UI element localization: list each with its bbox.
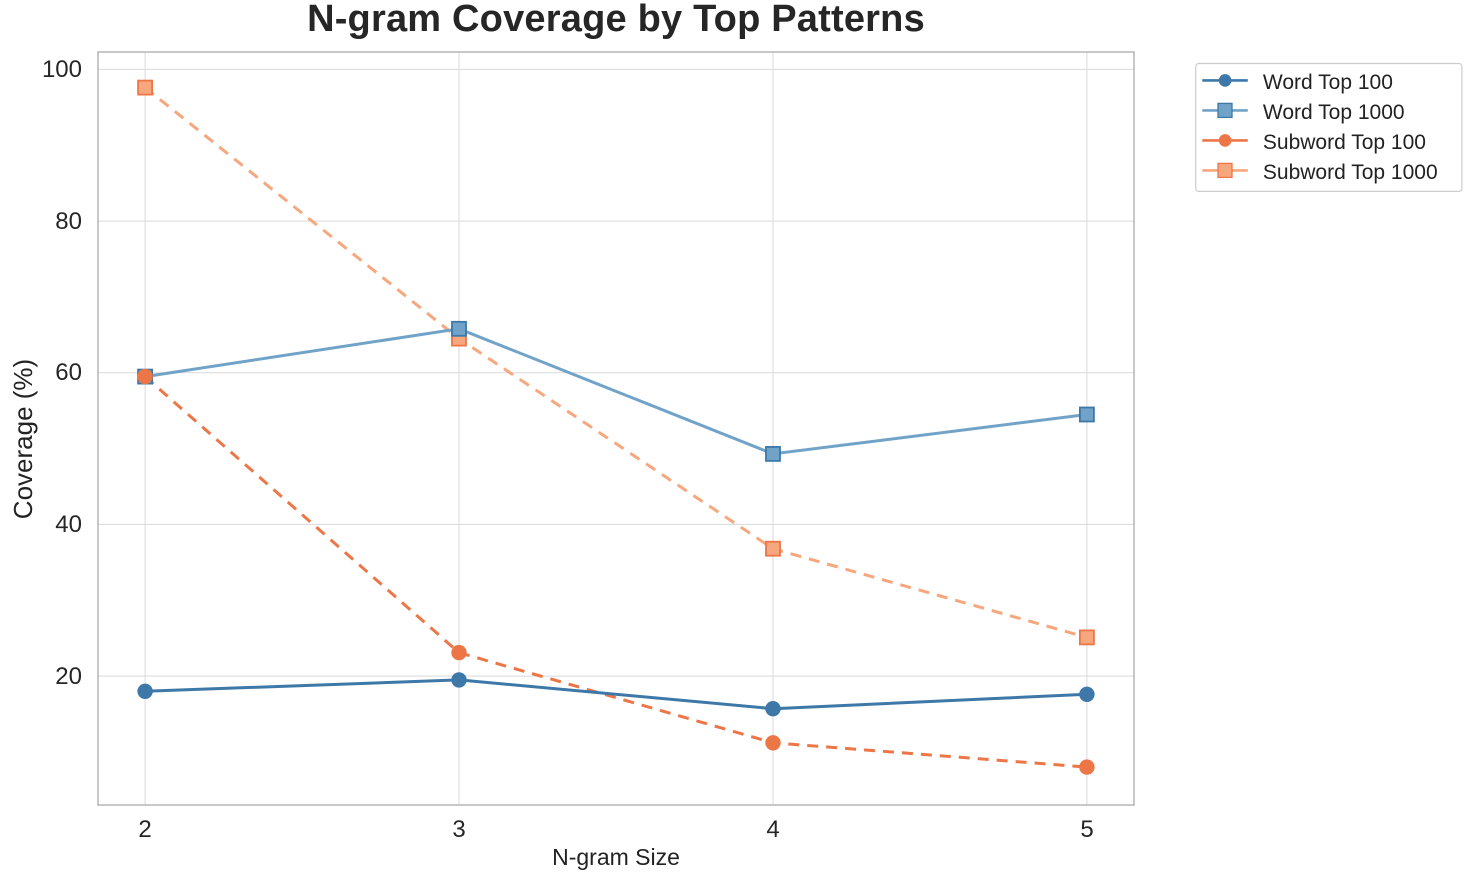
svg-text:Coverage (%): Coverage (%) bbox=[8, 359, 38, 519]
